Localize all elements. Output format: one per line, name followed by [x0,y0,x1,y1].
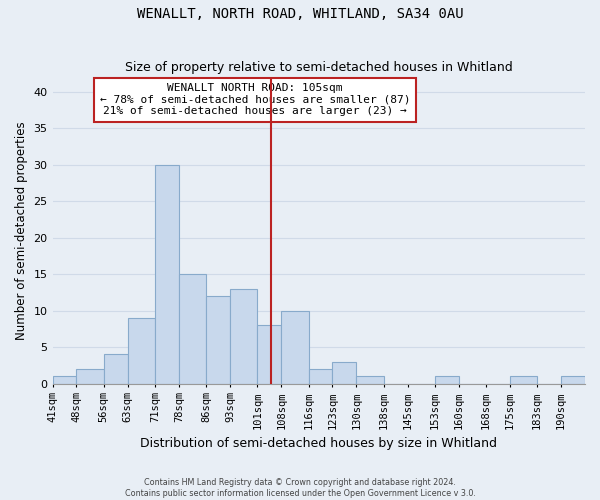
Title: Size of property relative to semi-detached houses in Whitland: Size of property relative to semi-detach… [125,62,512,74]
Bar [155,164,179,384]
Bar [179,274,206,384]
Text: Contains HM Land Registry data © Crown copyright and database right 2024.
Contai: Contains HM Land Registry data © Crown c… [125,478,475,498]
Bar [53,376,76,384]
Bar [356,376,383,384]
Bar [104,354,128,384]
Bar [257,325,281,384]
Bar [281,310,308,384]
Bar [332,362,356,384]
Bar [510,376,537,384]
Bar [435,376,459,384]
Text: WENALLT, NORTH ROAD, WHITLAND, SA34 0AU: WENALLT, NORTH ROAD, WHITLAND, SA34 0AU [137,8,463,22]
Bar [230,288,257,384]
Text: WENALLT NORTH ROAD: 105sqm
← 78% of semi-detached houses are smaller (87)
21% of: WENALLT NORTH ROAD: 105sqm ← 78% of semi… [100,83,410,116]
Bar [206,296,230,384]
Bar [128,318,155,384]
Bar [561,376,585,384]
Bar [76,369,104,384]
X-axis label: Distribution of semi-detached houses by size in Whitland: Distribution of semi-detached houses by … [140,437,497,450]
Bar [308,369,332,384]
Y-axis label: Number of semi-detached properties: Number of semi-detached properties [15,121,28,340]
